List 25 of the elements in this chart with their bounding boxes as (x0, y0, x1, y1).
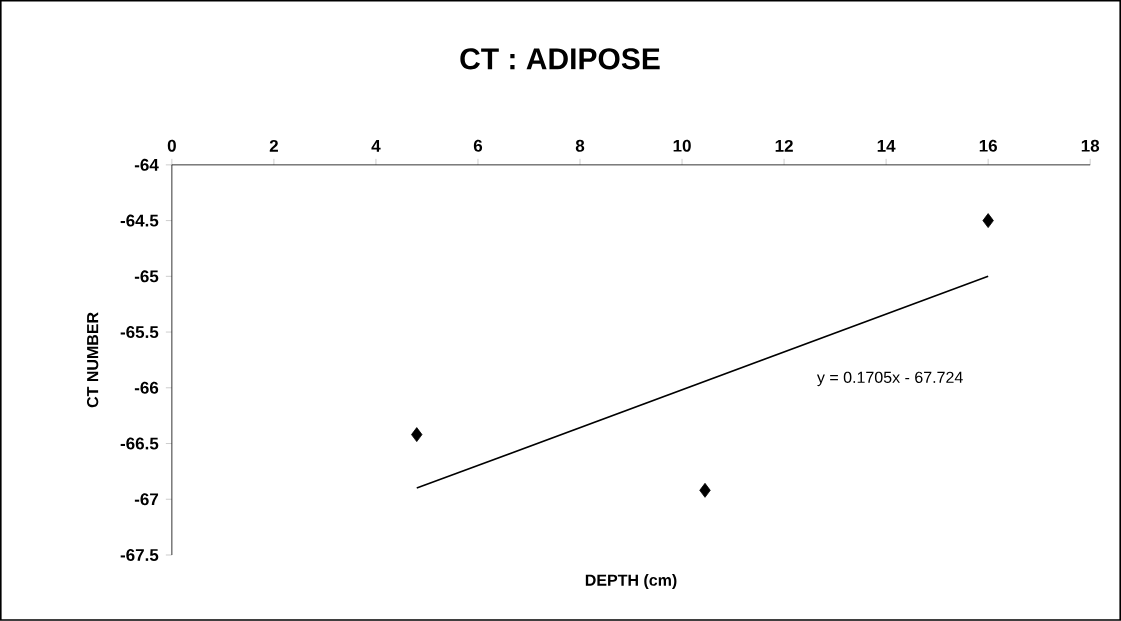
x-tick-label: 10 (673, 139, 691, 152)
y-tick-label: -66.5 (120, 437, 159, 450)
chart-title: CT : ADIPOSE (460, 48, 660, 70)
annotation: y = 0.1705x - 67.724 (816, 371, 963, 387)
point (699, 483, 711, 498)
y-tick-label: -64.5 (120, 214, 159, 227)
y-tick-label: -67.5 (120, 549, 159, 562)
y-tick-label: -65.5 (120, 326, 159, 339)
x-tick-label: 18 (1081, 139, 1100, 152)
x-tick-label: 2 (269, 140, 278, 152)
point (982, 213, 994, 229)
x-tick-label: 14 (877, 140, 896, 152)
y-axis-title: CT NUMBER (86, 312, 99, 408)
x-tick-label: 4 (371, 140, 381, 152)
y-tick-label: -67 (134, 493, 159, 506)
point (411, 427, 423, 443)
x-tick-label: 16 (979, 139, 997, 152)
y-tick-label: -64 (134, 158, 159, 171)
x-tick-label: 0 (167, 139, 176, 152)
x-tick-label: 8 (575, 139, 585, 152)
x-tick-label: 12 (775, 140, 793, 152)
x-tick-label: 6 (473, 139, 483, 152)
y-tick-label: -65 (134, 270, 159, 283)
x-axis-title: DEPTH (cm) (585, 574, 677, 590)
y-tick-label: -66 (134, 381, 159, 394)
